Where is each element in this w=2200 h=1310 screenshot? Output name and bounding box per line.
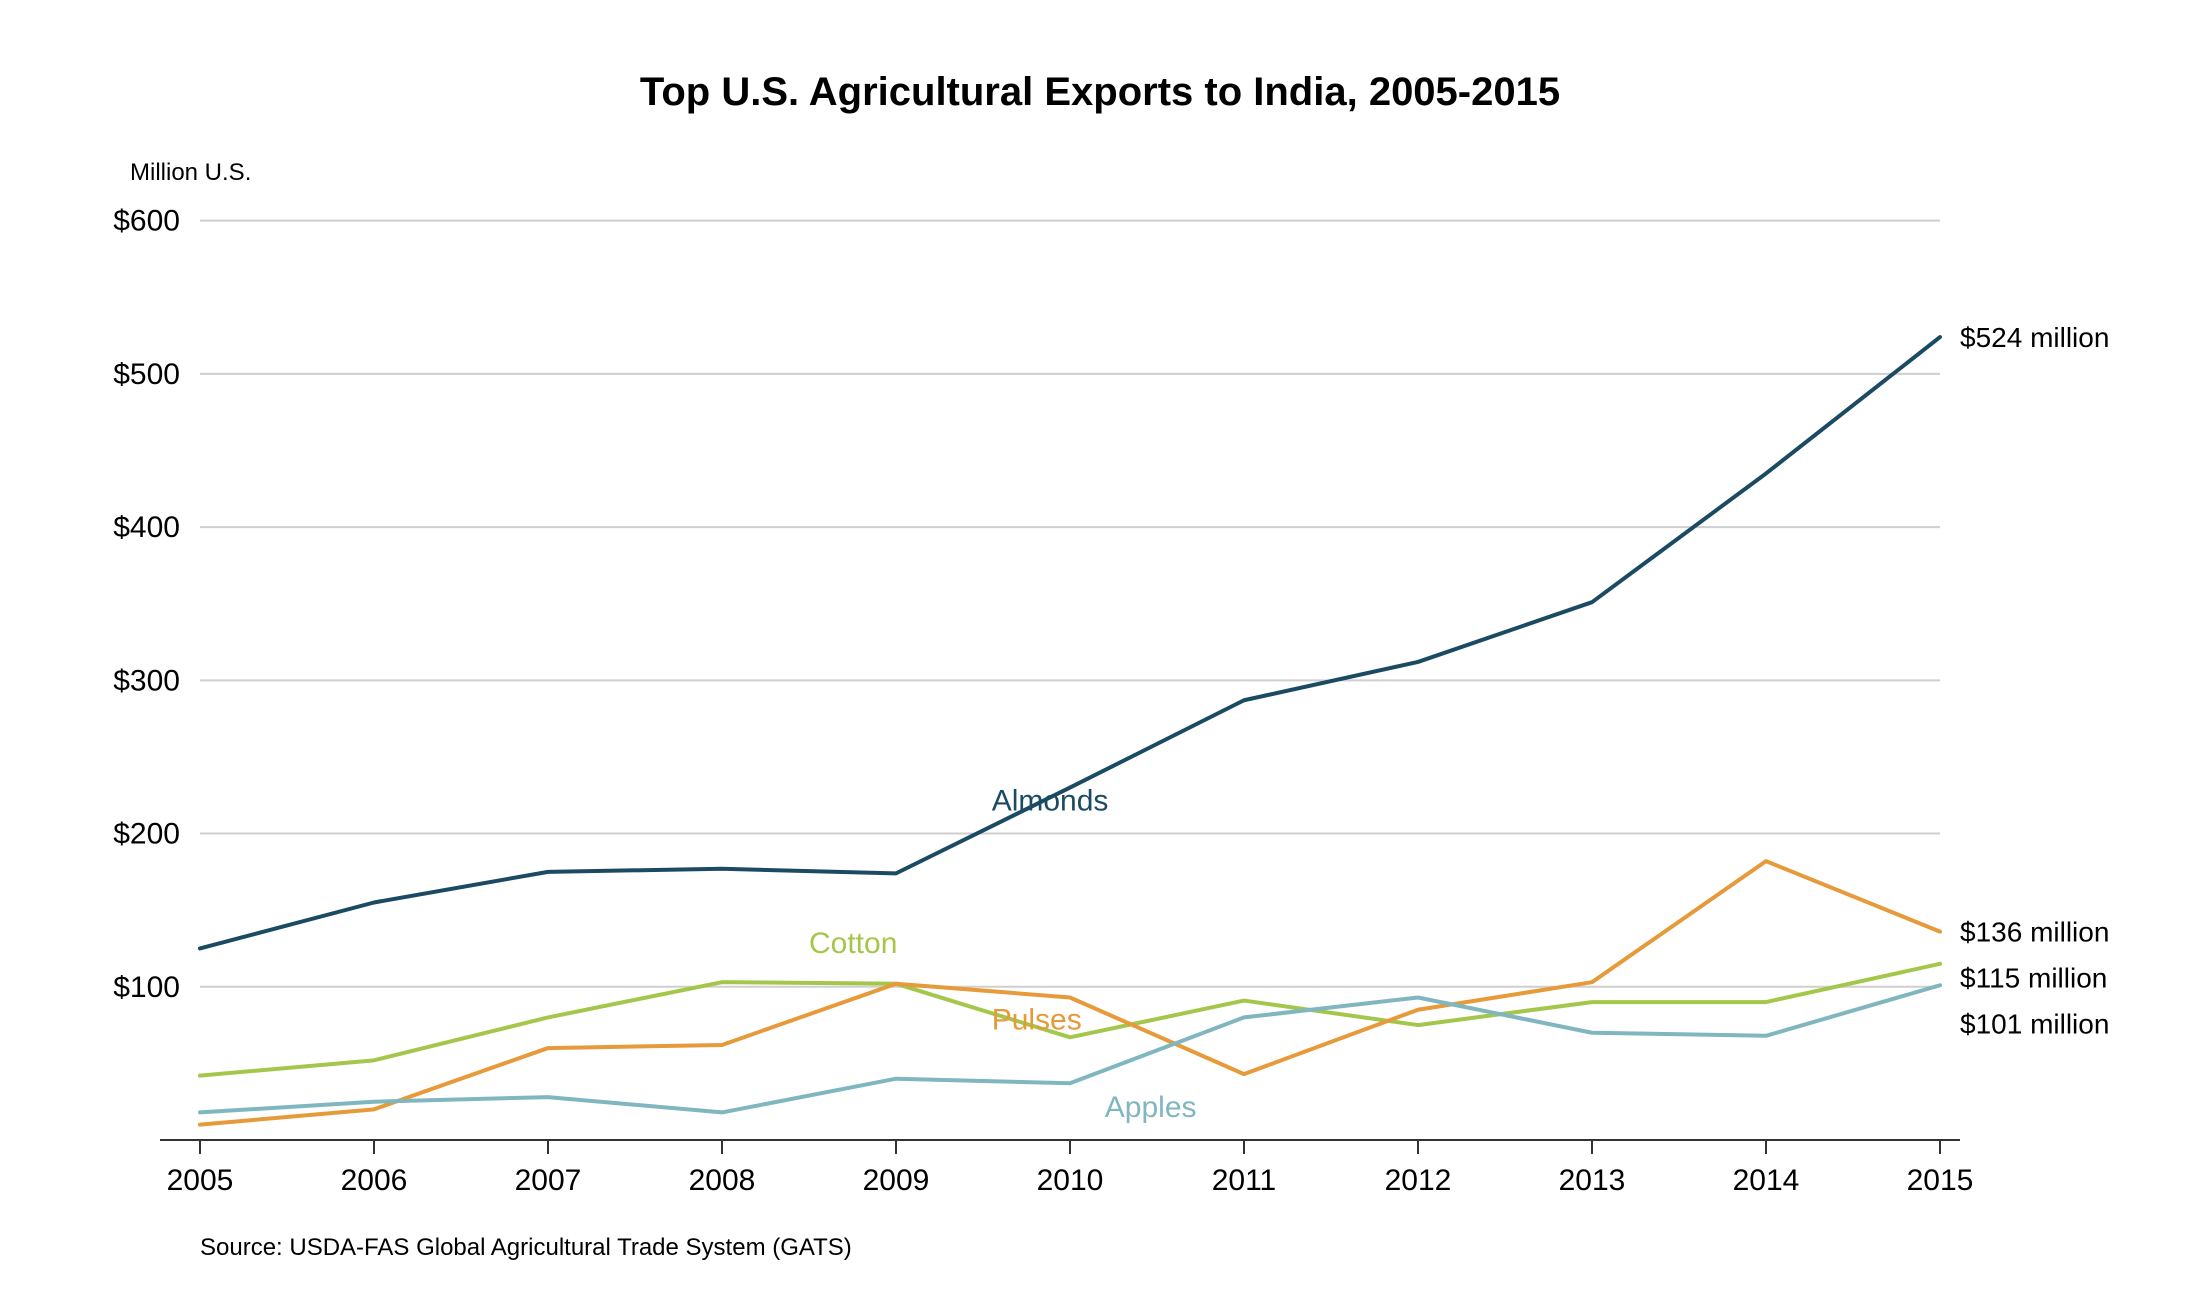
x-tick-label: 2014 (1733, 1164, 1800, 1197)
x-tick-label: 2012 (1385, 1164, 1452, 1197)
chart-container: Top U.S. Agricultural Exports to India, … (0, 0, 2200, 1310)
x-tick-label: 2005 (167, 1164, 234, 1197)
y-tick-label: $300 (113, 664, 180, 697)
line-chart: Top U.S. Agricultural Exports to India, … (0, 0, 2200, 1310)
series-label-pulses: Pulses (992, 1004, 1082, 1037)
y-tick-label: $600 (113, 205, 180, 238)
x-tick-label: 2008 (689, 1164, 756, 1197)
series-label-apples: Apples (1105, 1091, 1197, 1124)
y-tick-label: $400 (113, 511, 180, 544)
source-label: Source: USDA-FAS Global Agricultural Tra… (200, 1234, 852, 1261)
series-end-label: $136 million (1960, 917, 2109, 948)
series-end-label: $115 million (1960, 963, 2107, 994)
y-tick-label: $500 (113, 358, 180, 391)
x-tick-label: 2006 (341, 1164, 408, 1197)
series-label-cotton: Cotton (809, 927, 897, 960)
x-tick-label: 2013 (1559, 1164, 1626, 1197)
x-tick-label: 2010 (1037, 1164, 1104, 1197)
series-label-almonds: Almonds (992, 785, 1109, 818)
chart-title: Top U.S. Agricultural Exports to India, … (640, 70, 1560, 114)
y-axis-unit-label: Million U.S. (130, 159, 251, 186)
x-tick-label: 2007 (515, 1164, 582, 1197)
x-tick-label: 2009 (863, 1164, 930, 1197)
y-tick-label: $100 (113, 971, 180, 1004)
x-tick-label: 2011 (1212, 1164, 1277, 1197)
x-tick-label: 2015 (1907, 1164, 1974, 1197)
y-tick-label: $200 (113, 818, 180, 851)
series-end-label: $101 million (1960, 1009, 2109, 1040)
series-end-label: $524 million (1960, 322, 2109, 353)
